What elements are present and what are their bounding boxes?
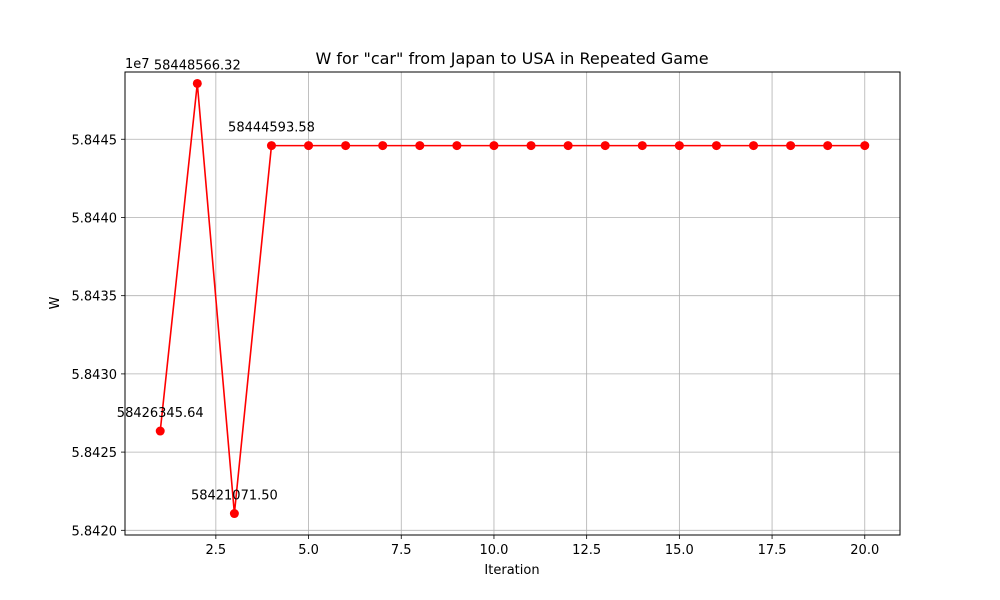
grid	[125, 72, 900, 535]
x-tick-label: 17.5	[758, 543, 787, 558]
x-tick-label: 10.0	[479, 543, 508, 558]
data-point	[229, 509, 239, 519]
x-axis: 2.5 5.0 7.5 10.0 12.5 15.0 17.5 20.0	[206, 535, 879, 558]
y-tick-label: 5.8420	[72, 524, 118, 539]
data-point	[452, 141, 462, 151]
data-point	[786, 141, 796, 151]
data-point	[489, 141, 499, 151]
annotations: 58426345.64 58448566.32 58421071.50 5844459…	[117, 58, 315, 503]
chart-title: W for "car" from Japan to USA in Repeate…	[315, 49, 708, 68]
data-point	[711, 141, 721, 151]
data-point	[600, 141, 610, 151]
data-label: 58444593.58	[228, 121, 315, 136]
data-point	[526, 141, 536, 151]
x-tick-label: 5.0	[298, 543, 319, 558]
data-point	[192, 78, 202, 88]
data-point	[823, 141, 833, 151]
y-tick-label: 5.8445	[72, 133, 118, 148]
data-point	[674, 141, 684, 151]
data-label: 58448566.32	[154, 58, 241, 73]
y-tick-label: 5.8440	[72, 211, 118, 226]
data-point	[749, 141, 759, 151]
x-tick-label: 12.5	[572, 543, 601, 558]
data-point	[637, 141, 647, 151]
data-point	[415, 141, 425, 151]
x-axis-label: Iteration	[484, 563, 539, 578]
x-tick-label: 2.5	[206, 543, 227, 558]
data-point	[266, 141, 276, 151]
y-offset-label: 1e7	[125, 57, 150, 72]
data-point	[563, 141, 573, 151]
data-label: 58426345.64	[117, 406, 204, 421]
y-tick-label: 5.8425	[72, 446, 118, 461]
data-point	[341, 141, 351, 151]
plot-frame	[124, 71, 901, 536]
x-tick-label: 15.0	[665, 543, 694, 558]
x-tick-label: 20.0	[850, 543, 879, 558]
data-point	[860, 141, 870, 151]
data-point	[378, 141, 388, 151]
series-line	[159, 83, 865, 514]
y-axis-label: W	[48, 296, 63, 309]
x-tick-label: 7.5	[391, 543, 412, 558]
y-tick-label: 5.8430	[72, 368, 118, 383]
series-group	[155, 78, 870, 519]
data-point	[155, 426, 165, 436]
data-label: 58421071.50	[191, 489, 278, 504]
y-axis: 5.8420 5.8425 5.8430 5.8435 5.8440 5.8445	[72, 133, 125, 539]
data-point	[304, 141, 314, 151]
y-tick-label: 5.8435	[72, 290, 118, 305]
